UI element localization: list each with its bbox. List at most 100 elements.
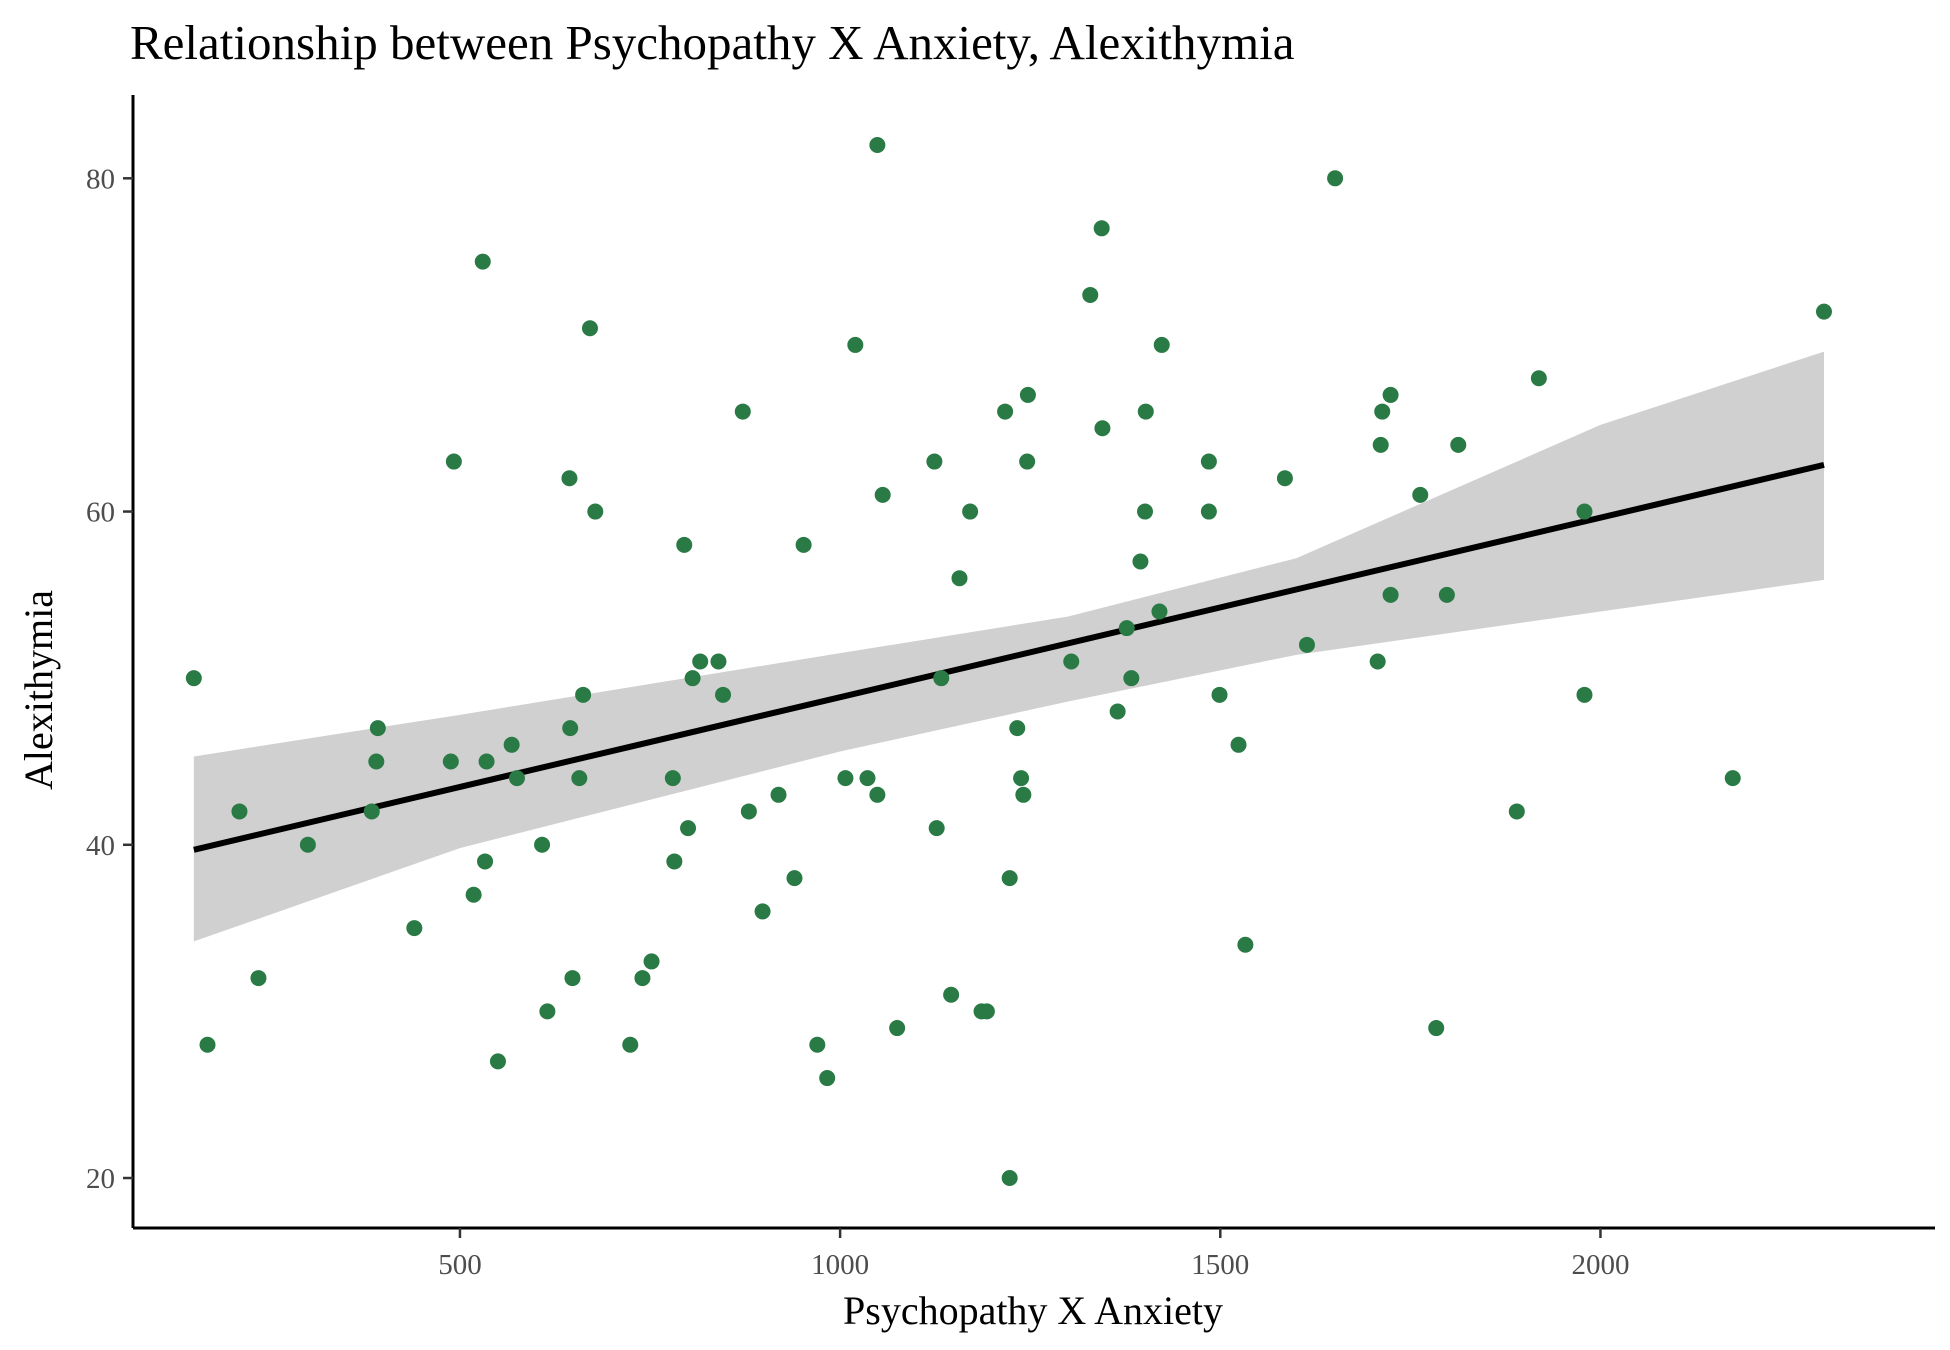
x-tick-label: 2000 <box>1571 1249 1629 1281</box>
data-point <box>1374 403 1391 420</box>
data-point <box>1530 370 1547 387</box>
data-point <box>1137 503 1154 520</box>
data-point <box>575 686 592 703</box>
data-point <box>676 536 693 553</box>
confidence-band <box>193 351 1824 942</box>
data-point <box>740 803 757 820</box>
regression-line <box>193 461 1825 853</box>
data-point <box>1576 686 1593 703</box>
data-point <box>477 853 494 870</box>
data-point <box>508 770 525 787</box>
data-point <box>478 753 495 770</box>
data-point <box>199 1036 216 1053</box>
data-point <box>503 736 520 753</box>
data-point <box>643 953 660 970</box>
data-point <box>1815 303 1832 320</box>
data-point <box>928 820 945 837</box>
data-point <box>1093 220 1110 237</box>
data-point <box>539 1003 556 1020</box>
data-point <box>465 886 482 903</box>
y-axis-title: Alexithymia <box>16 590 61 790</box>
data-point <box>1237 936 1254 953</box>
data-point <box>1298 636 1315 653</box>
data-point <box>634 970 651 987</box>
data-point <box>1508 803 1525 820</box>
data-point <box>185 670 202 687</box>
data-point <box>734 403 751 420</box>
data-point <box>1151 603 1168 620</box>
x-tick-label: 500 <box>438 1249 482 1281</box>
data-point <box>1153 336 1170 353</box>
data-point <box>997 403 1014 420</box>
data-point <box>564 970 581 987</box>
data-point <box>819 1070 836 1087</box>
data-point <box>1137 403 1154 420</box>
data-point <box>1428 1020 1445 1037</box>
data-point <box>1382 386 1399 403</box>
data-point <box>571 770 588 787</box>
data-point <box>710 653 727 670</box>
data-point <box>1123 670 1140 687</box>
data-point <box>231 803 248 820</box>
data-point <box>1001 870 1018 887</box>
data-point <box>951 570 968 587</box>
data-point <box>1200 503 1217 520</box>
data-point <box>1211 686 1228 703</box>
data-point <box>874 486 891 503</box>
data-point <box>534 836 551 853</box>
data-point <box>299 836 316 853</box>
data-point <box>1382 586 1399 603</box>
data-point <box>664 770 681 787</box>
data-point <box>684 670 701 687</box>
x-tick-label: 1000 <box>811 1249 869 1281</box>
data-point <box>406 920 423 937</box>
data-point <box>1094 420 1111 437</box>
data-point <box>1132 553 1149 570</box>
data-point <box>962 503 979 520</box>
data-point <box>369 720 386 737</box>
data-points-layer <box>185 136 1832 1187</box>
data-point <box>869 786 886 803</box>
data-point <box>889 1020 906 1037</box>
data-point <box>1082 286 1099 303</box>
data-point <box>1276 470 1293 487</box>
data-point <box>363 803 380 820</box>
data-point <box>1019 453 1036 470</box>
data-point <box>933 670 950 687</box>
data-point <box>1438 586 1455 603</box>
y-tick-label: 40 <box>86 830 115 862</box>
data-point <box>368 753 385 770</box>
data-point <box>1369 653 1386 670</box>
data-point <box>445 453 462 470</box>
data-point <box>978 1003 995 1020</box>
data-point <box>1013 770 1030 787</box>
y-tick-label: 20 <box>86 1163 115 1195</box>
data-point <box>926 453 943 470</box>
data-point <box>622 1036 639 1053</box>
x-axis-title: Psychopathy X Anxiety <box>843 1288 1223 1333</box>
data-point <box>847 336 864 353</box>
data-point <box>1412 486 1429 503</box>
data-point <box>869 136 886 153</box>
data-point <box>786 870 803 887</box>
data-point <box>680 820 697 837</box>
data-point <box>1200 453 1217 470</box>
data-point <box>561 470 578 487</box>
data-point <box>1450 436 1467 453</box>
data-point <box>489 1053 506 1070</box>
data-point <box>859 770 876 787</box>
data-point <box>562 720 579 737</box>
data-point <box>809 1036 826 1053</box>
data-point <box>837 770 854 787</box>
data-point <box>1230 736 1247 753</box>
data-point <box>442 753 459 770</box>
confidence-band-layer <box>193 351 1824 942</box>
data-point <box>715 686 732 703</box>
data-point <box>795 536 812 553</box>
y-tick-label: 60 <box>86 497 115 529</box>
data-point <box>666 853 683 870</box>
data-point <box>1576 503 1593 520</box>
fit-line-layer <box>193 461 1825 853</box>
data-point <box>587 503 604 520</box>
